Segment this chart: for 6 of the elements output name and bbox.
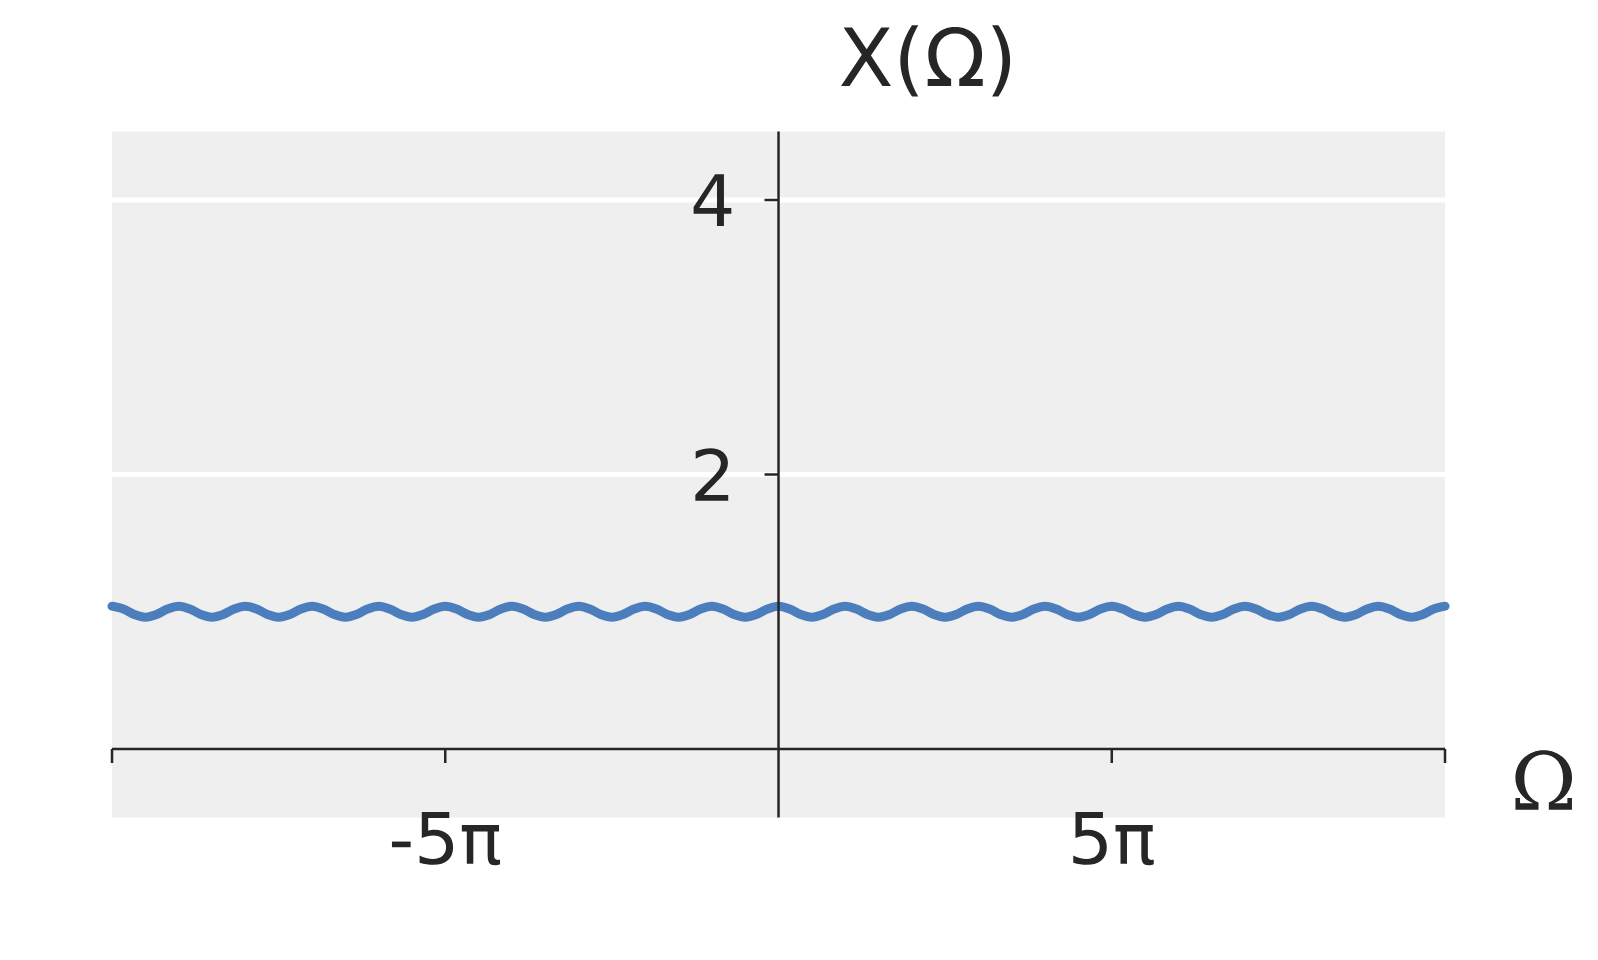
x-tick-label: 5π [1073,812,1154,866]
y-tick-label: 4 [693,174,732,226]
x-tick-label: -5π [391,812,501,866]
x-axis-title: Ω [1515,750,1573,810]
y-tick-label: 2 [695,448,729,501]
y-axis-title: X(Ω) [841,25,1011,97]
